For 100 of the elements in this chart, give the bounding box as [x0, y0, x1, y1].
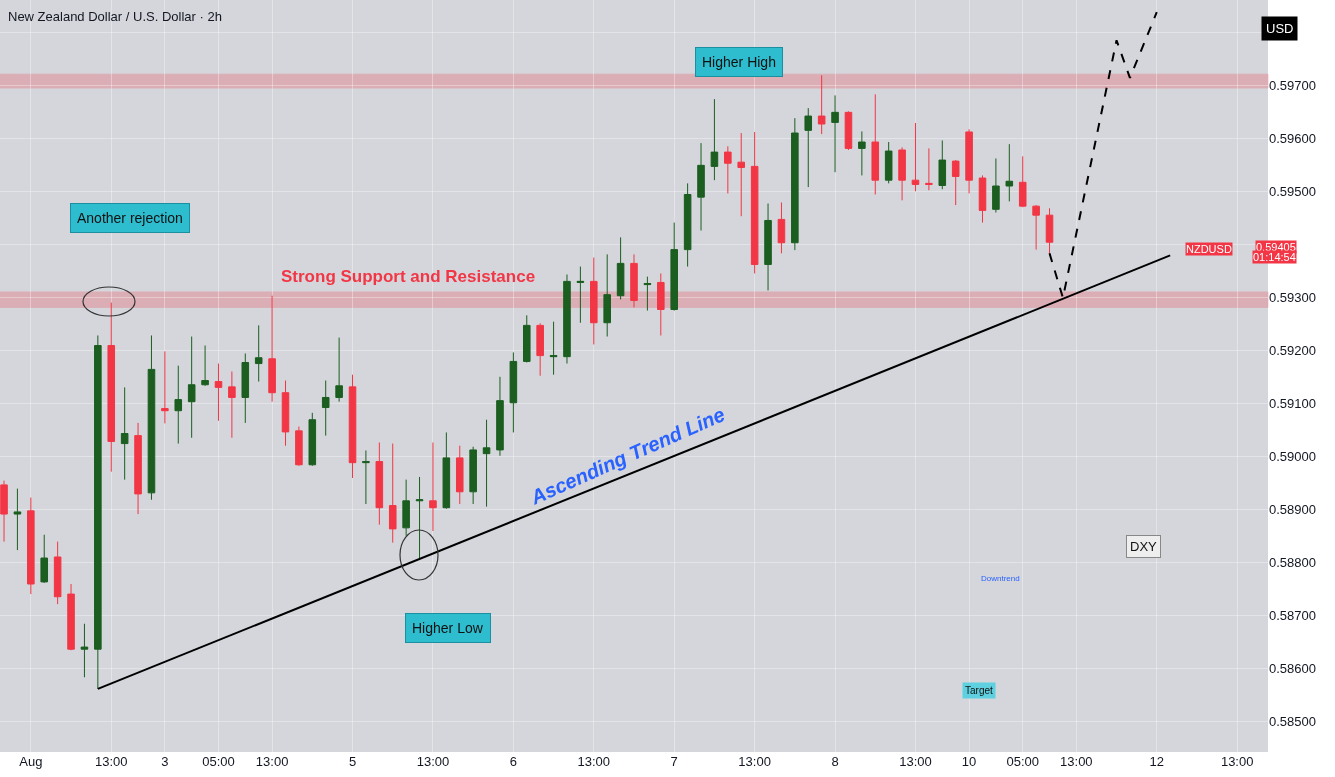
candlestick [415, 476, 424, 560]
candlestick [254, 324, 263, 383]
candlestick [817, 74, 826, 135]
candlestick [388, 443, 397, 544]
annotation: 0.59405 [1256, 241, 1296, 253]
candlestick [161, 350, 169, 424]
candlestick [27, 497, 35, 595]
annotation: Higher Low [412, 620, 484, 636]
candlestick [724, 145, 732, 194]
x-tick-label: 6 [509, 754, 517, 769]
candlestick [657, 272, 665, 336]
candlestick [228, 371, 236, 439]
x-tick-label: 13:00 [255, 754, 289, 769]
candlestick [1045, 207, 1054, 254]
candlestick [777, 201, 786, 254]
candlestick [522, 314, 531, 363]
x-tick-label: 13:00 [899, 754, 932, 769]
candlestick [683, 182, 692, 268]
candlestick [616, 236, 625, 300]
annotation: Target [965, 685, 994, 696]
candlestick [884, 141, 893, 184]
candlestick [603, 253, 611, 338]
candlestick [13, 488, 22, 551]
x-tick-label: 05:00 [202, 754, 235, 769]
x-tick-label: 13:00 [738, 754, 771, 769]
candlestick [590, 257, 598, 345]
candlestick [764, 203, 772, 291]
candlestick [442, 431, 451, 510]
candlestick [348, 374, 357, 479]
candlestick [496, 376, 504, 457]
candlestick [469, 446, 477, 505]
candlestick [978, 174, 987, 224]
candlestick [281, 380, 290, 447]
candlestick [576, 266, 585, 324]
candlestick [1032, 204, 1040, 251]
candlestick [375, 442, 384, 526]
band-label: Strong Support and Resistance [281, 267, 536, 286]
candlestick [295, 426, 303, 467]
x-tick-label: 3 [161, 754, 169, 769]
candlestick [107, 302, 116, 473]
candlestick [40, 534, 49, 584]
x-tick-label: 13:00 [1220, 754, 1254, 769]
y-tick-label: 0.59200 [1269, 343, 1316, 359]
annotation: Another rejection [77, 210, 183, 226]
candlestick [630, 253, 638, 308]
candlestick [67, 583, 75, 651]
candlestick [938, 139, 947, 190]
y-tick-label: 0.58800 [1269, 555, 1316, 571]
candlestick [858, 130, 866, 176]
candlestick [268, 295, 276, 403]
candlestick [402, 479, 410, 537]
candlestick [643, 276, 652, 312]
x-tick-label: Aug [19, 754, 43, 769]
candlestick [80, 623, 89, 678]
x-tick-label: 12 [1149, 754, 1164, 769]
annotation: 01:14:54 [1253, 251, 1296, 263]
candlestick [174, 365, 183, 445]
candlestick [241, 352, 250, 424]
candlestick [429, 442, 437, 532]
candlestick [455, 445, 464, 505]
x-tick-label: 10 [961, 754, 977, 769]
y-tick-label: 0.59100 [1269, 396, 1316, 412]
candlestick [94, 334, 102, 690]
candlestick [53, 541, 62, 605]
candlestick [710, 98, 719, 181]
x-tick-label: 5 [348, 754, 357, 769]
candlestick [308, 412, 317, 467]
x-tick-label: 13:00 [577, 754, 611, 769]
candlestick [1005, 143, 1014, 202]
candlestick [750, 131, 759, 274]
y-tick-label: 0.58500 [1269, 714, 1316, 730]
candlestick [844, 110, 853, 151]
candlestick [804, 107, 813, 188]
annotation: Downtrend [981, 574, 1020, 583]
y-tick-label: 0.59300 [1269, 290, 1316, 306]
candlestick [335, 337, 343, 403]
x-tick-label: 13:00 [94, 754, 128, 769]
y-tick-label: 0.59000 [1269, 449, 1316, 465]
candlestick [871, 93, 880, 195]
annotation: DXY [1130, 539, 1158, 554]
candlestick [134, 422, 142, 515]
text: New Zealand Dollar / U.S. Dollar · 2h [8, 8, 222, 24]
candlestick [563, 274, 571, 365]
candlestick [187, 336, 196, 439]
candlestick [737, 132, 746, 217]
candlestick [321, 380, 330, 437]
annotation: USD [1266, 21, 1294, 36]
candlestick [147, 334, 156, 501]
candlestick [992, 157, 1000, 214]
candlestick [951, 159, 960, 206]
candlestick [214, 363, 223, 422]
candlestick [697, 142, 705, 232]
candlestick [670, 222, 678, 312]
candlestick [831, 94, 839, 173]
candlestick [898, 146, 906, 201]
candlestick [0, 480, 8, 543]
y-tick-label: 0.58700 [1269, 608, 1316, 624]
candlestick [791, 117, 799, 251]
candlestick [509, 351, 518, 433]
x-tick-label: 7 [670, 754, 678, 769]
